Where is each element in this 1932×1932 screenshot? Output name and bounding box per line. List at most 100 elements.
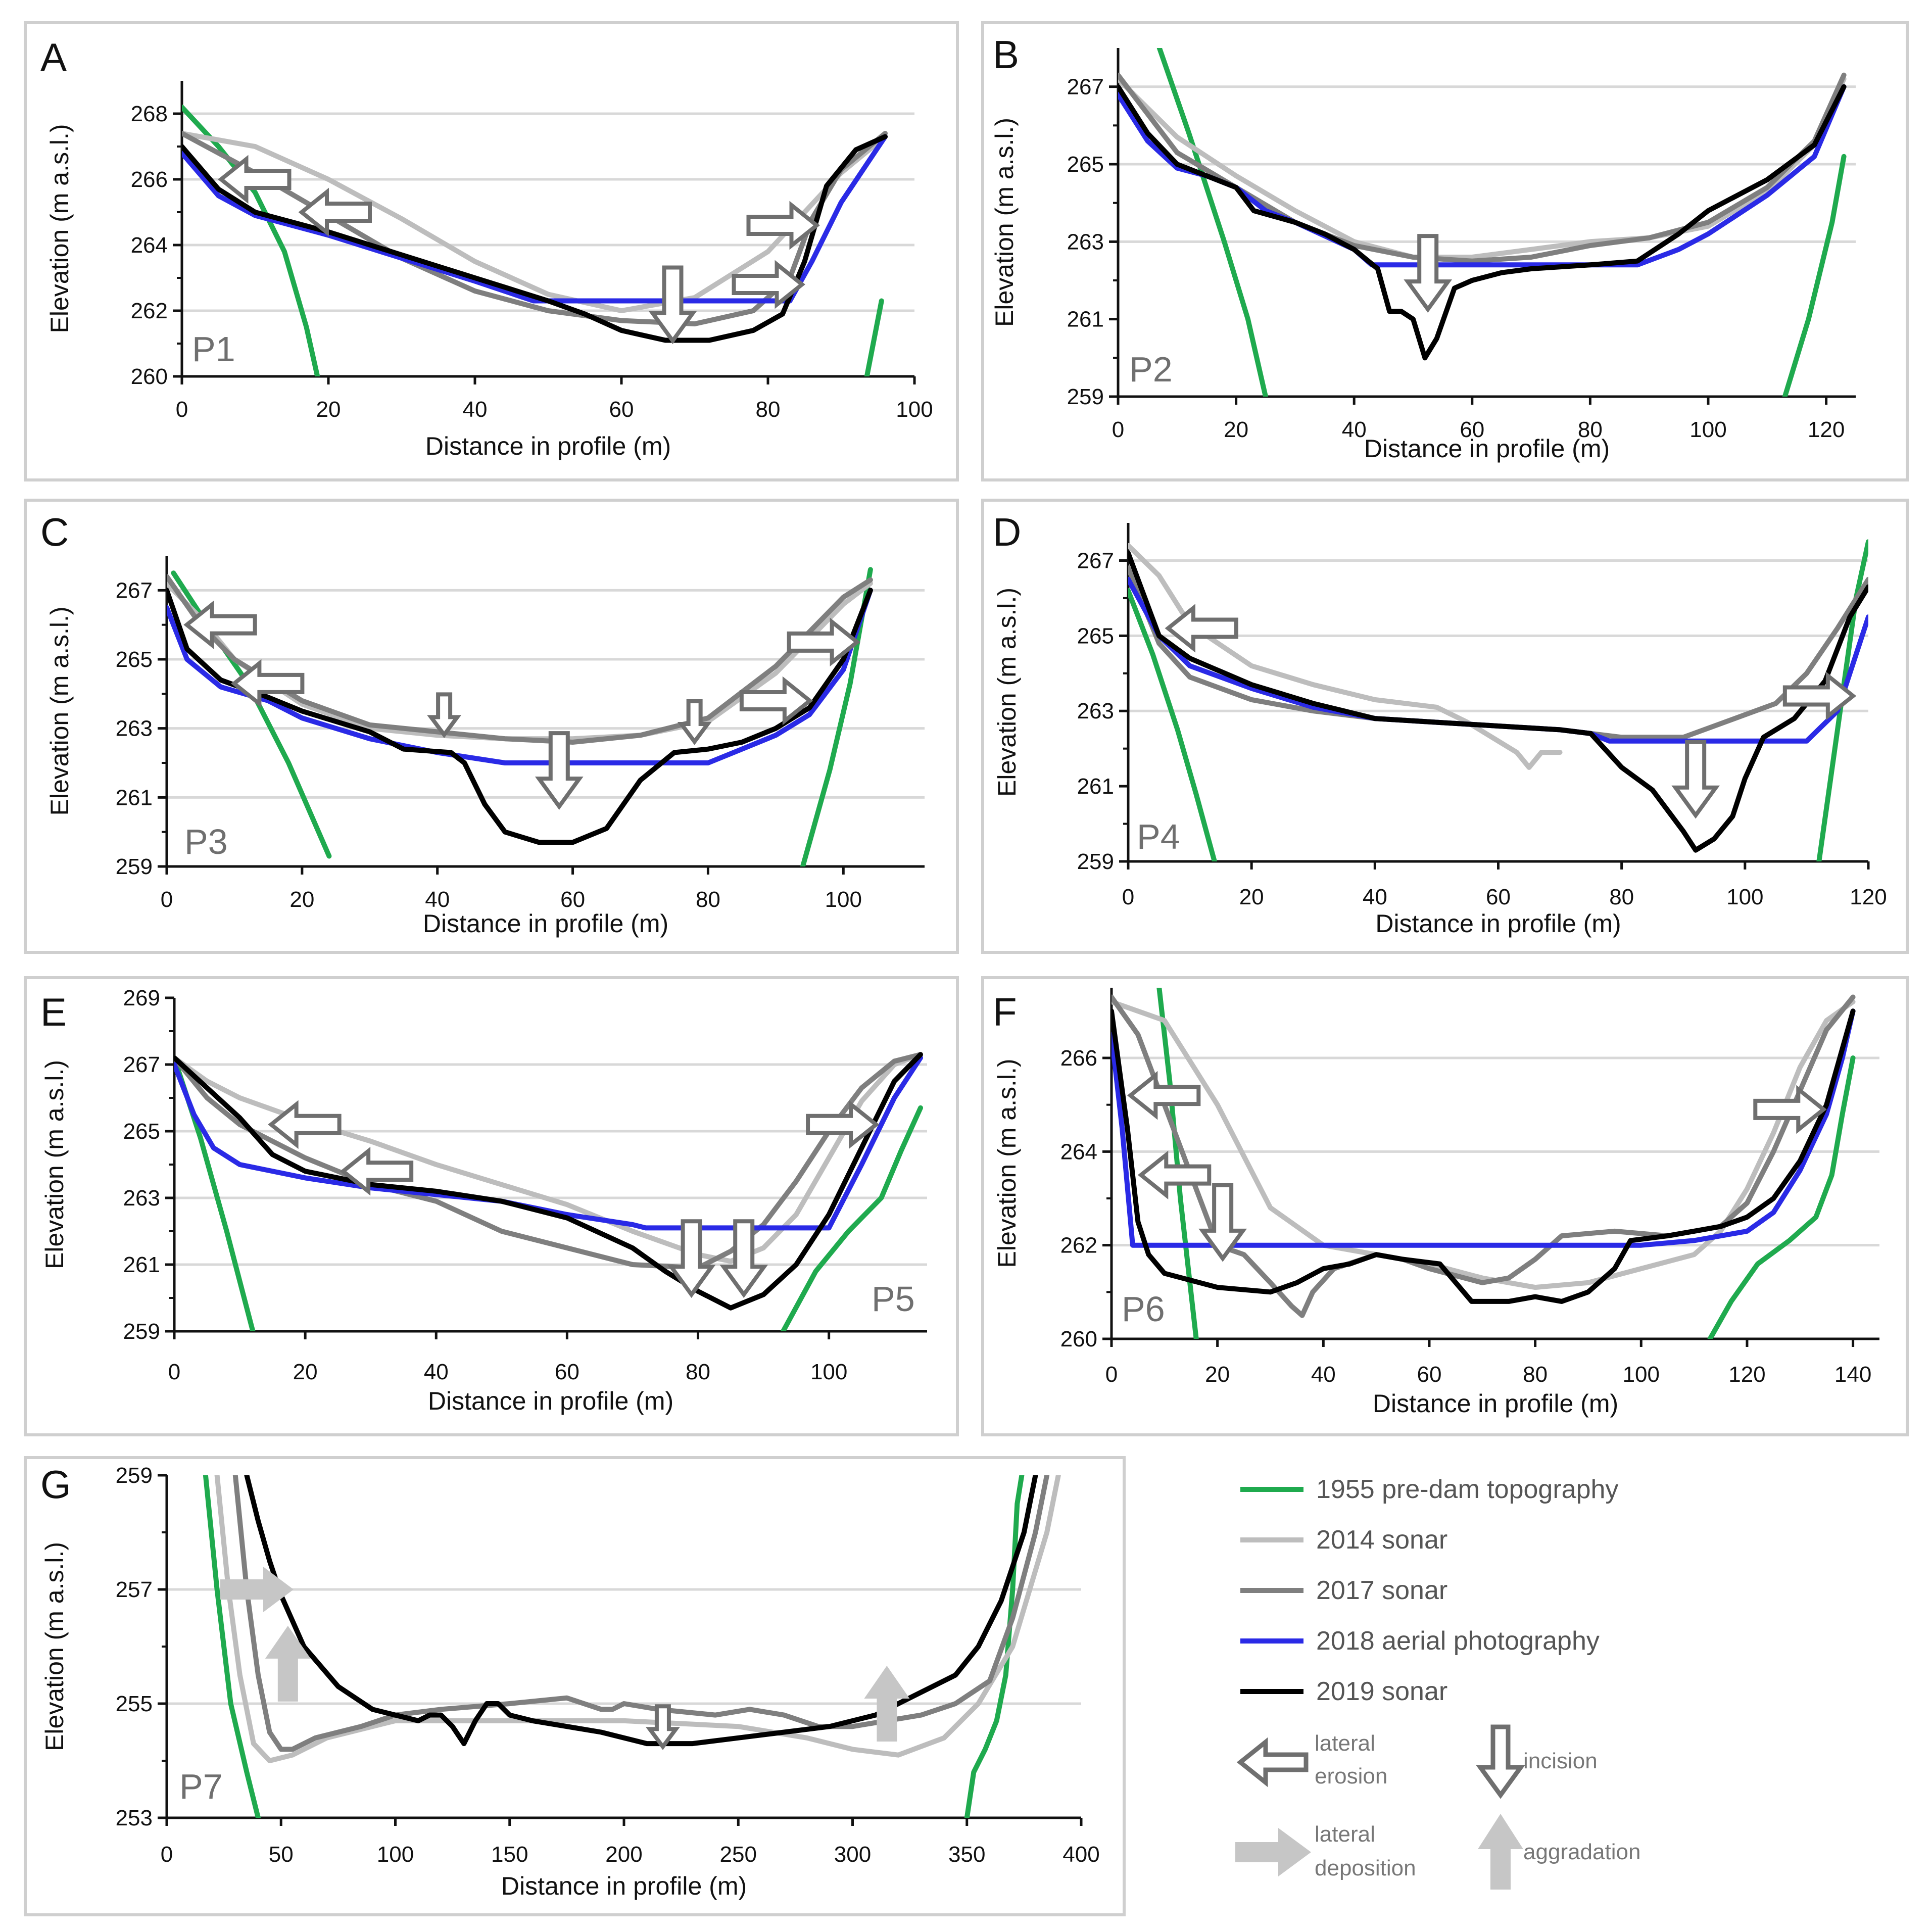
series-line-2017 [232,1475,1050,1752]
legend-entry-2019: 2019 sonar [1240,1677,1447,1706]
y-tick-label: 260 [131,364,168,389]
key-lateral-deposition-line1: lateral [1315,1822,1375,1847]
key-lateral-deposition-line2: deposition [1315,1856,1416,1880]
key-aggradation: aggradation [1478,1814,1640,1890]
y-tick-label: 259 [123,1319,160,1344]
legend-label-2018: 2018 aerial photography [1316,1626,1600,1656]
x-tick-label: 250 [720,1842,757,1867]
y-tick-label: 262 [131,299,168,323]
panel-letter: B [993,32,1019,77]
key-aggradation-label: aggradation [1523,1840,1640,1864]
y-tick-label: 267 [116,578,153,603]
y-tick-label: 265 [123,1119,160,1144]
series-line-2019 [174,1052,923,1311]
series-group [1128,539,1868,861]
series-line-1955 [1156,48,1268,397]
x-tick-label: 80 [1609,885,1634,909]
chart-panel-G: 253 255 257 259 0 50 100 150 200 250 300 350 400 Dist… [40,1462,1100,1900]
x-tick-label: 140 [1834,1362,1871,1387]
x-tick-label: 120 [1728,1362,1765,1387]
y-axis-label: Elevation (m a.s.l.) [45,124,74,333]
lateral-erosion-arrow [806,1100,880,1149]
y-tick-label: 266 [1060,1046,1097,1071]
y-axis-label: Elevation (m a.s.l.) [993,1058,1021,1268]
lateral-erosion-arrow [218,155,292,204]
x-tick-label: 60 [609,397,634,422]
panel-letter: F [993,990,1017,1034]
x-tick-label: 80 [756,397,781,422]
panel-F-frame [981,976,1909,1436]
chart-panel-B: 259 261 263 265 267 0 20 40 60 80 100 120 Distance i… [990,32,1856,463]
profile-label: P1 [192,329,235,369]
incision-arrow [535,731,584,810]
x-tick-label: 100 [377,1842,414,1867]
x-axis-label: Distance in profile (m) [428,1387,673,1415]
y-axis-label: Elevation (m a.s.l.) [40,1060,69,1269]
incision-arrow [1404,234,1453,313]
lateral-erosion-arrow [1753,1085,1827,1134]
lateral-erosion-arrow [268,1100,342,1149]
legend-entry-2017: 2017 sonar [1240,1576,1447,1605]
panel-letter: A [40,35,67,79]
series-line-2019 [182,134,888,343]
series-line-1955 [1156,988,1199,1339]
chart-panel-C: 259 261 263 265 267 0 20 40 60 80 100 Distance in p… [40,510,925,938]
x-axis-label: Distance in profile (m) [1373,1389,1618,1418]
series-line-2018 [167,588,873,765]
panel-letter: D [993,510,1021,554]
legend-entry-2018: 2018 aerial photography [1240,1626,1600,1656]
y-tick-label: 255 [116,1692,153,1716]
x-tick-label: 100 [1689,417,1726,442]
aggradation-icon [1478,1814,1523,1890]
x-tick-label: 0 [161,1842,173,1867]
x-axis-label: Distance in profile (m) [1375,909,1621,938]
profile-label: P6 [1122,1289,1165,1329]
x-tick-label: 40 [1363,885,1387,909]
series-line-2019 [1118,84,1847,361]
lateral-erosion-arrow [1165,604,1238,653]
panel-B-frame [981,21,1909,481]
series-group [1118,48,1847,397]
y-tick-label: 263 [1067,229,1104,254]
legend: 1955 pre-dam topography 2014 sonar 2017 … [1235,1475,1640,1890]
x-tick-label: 80 [1523,1362,1548,1387]
series-line-2018 [1112,1008,1856,1248]
series-line-1955 [781,1105,923,1331]
x-tick-label: 100 [1623,1362,1660,1387]
x-tick-label: 0 [168,1360,180,1384]
aggradation-arrow [864,1666,910,1742]
x-axis-label: Distance in profile (m) [1364,434,1610,463]
lateral-deposition-arrow [220,1567,294,1612]
lateral-deposition-icon [1235,1828,1311,1876]
series-line-2019 [1128,550,1868,853]
series-line-2014 [1118,76,1847,260]
y-tick-label: 265 [1067,152,1104,177]
x-tick-label: 400 [1062,1842,1099,1867]
x-axis-label: Distance in profile (m) [425,432,671,460]
y-tick-label: 266 [131,167,168,192]
x-tick-label: 0 [176,397,188,422]
lateral-erosion-arrow [739,676,813,726]
y-tick-label: 259 [116,1463,153,1488]
lateral-erosion-arrow [787,617,861,667]
legend-entry-1955: 1955 pre-dam topography [1240,1475,1618,1504]
lateral-erosion-arrow [298,187,372,237]
y-tick-label: 253 [116,1806,153,1830]
y-tick-label: 265 [116,647,153,672]
series-group [182,105,888,376]
lateral-erosion-arrow [230,659,305,708]
lateral-erosion-arrow [1127,1071,1201,1120]
key-lateral-deposition: lateral deposition [1235,1822,1416,1880]
y-tick-label: 269 [123,986,160,1010]
series-line-2014 [214,1475,1061,1763]
incision-arrow [648,265,697,345]
y-tick-label: 259 [116,854,153,879]
x-tick-label: 300 [834,1842,871,1867]
y-tick-label: 261 [123,1252,160,1277]
profile-label: P2 [1129,350,1173,389]
x-tick-label: 20 [1205,1362,1230,1387]
lateral-erosion-arrow [340,1146,414,1196]
x-tick-label: 100 [810,1360,847,1384]
